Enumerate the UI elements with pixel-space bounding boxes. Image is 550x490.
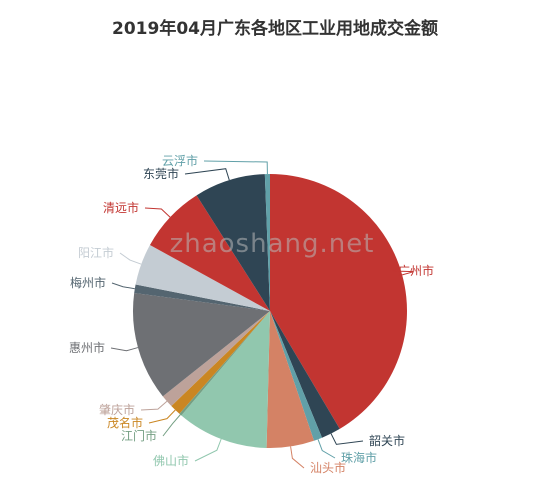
pie-slice-1[interactable] (270, 311, 340, 438)
pie-slice-13[interactable] (264, 174, 270, 311)
label-line-8 (110, 347, 139, 352)
pie-slice-9[interactable] (134, 284, 270, 311)
slice-label-10: 阳江市 (78, 245, 114, 260)
label-line-10 (119, 252, 142, 265)
pie-slice-4[interactable] (181, 311, 270, 448)
chart-title: 2019年04月广东各地区工业用地成交金额 (112, 19, 438, 39)
slice-label-2: 珠海市 (341, 450, 377, 465)
label-line-1 (330, 433, 364, 445)
pie-slice-2[interactable] (270, 311, 323, 441)
slice-label-9: 梅州市 (70, 275, 106, 290)
label-line-13 (203, 160, 268, 175)
slice-label-7: 肇庆市 (99, 402, 135, 417)
label-line-6 (148, 409, 176, 424)
slice-label-13: 云浮市 (162, 153, 198, 168)
slice-label-3: 汕头市 (310, 460, 346, 475)
pie-slice-11[interactable] (149, 195, 270, 311)
slice-label-11: 清远市 (103, 200, 139, 215)
slice-label-6: 茂名市 (107, 415, 143, 430)
slice-label-12: 东莞市 (143, 166, 179, 181)
label-line-7 (140, 400, 168, 411)
watermark: zhaoshang.net (170, 229, 375, 259)
label-line-12 (184, 168, 230, 181)
pie-slices (132, 174, 407, 448)
pie-slice-3[interactable] (266, 311, 314, 448)
label-line-0 (391, 270, 414, 276)
pie-slice-10[interactable] (135, 244, 270, 311)
slice-label-8: 惠州市 (69, 340, 105, 355)
pie-slice-7[interactable] (162, 311, 270, 407)
pie-slice-5[interactable] (179, 311, 270, 416)
label-line-11 (144, 207, 171, 218)
label-line-4 (194, 438, 222, 462)
pie-slice-8[interactable] (132, 292, 270, 397)
slice-label-4: 佛山市 (153, 453, 189, 468)
label-line-2 (317, 439, 336, 459)
pie-slice-12[interactable] (196, 174, 270, 311)
label-line-3 (290, 446, 305, 469)
slice-label-0: 广州市 (398, 263, 434, 278)
label-line-9 (111, 282, 135, 290)
slice-label-5: 江门市 (121, 428, 157, 443)
label-line-5 (162, 414, 181, 437)
slice-label-1: 韶关市 (369, 433, 405, 448)
pie-slice-6[interactable] (171, 311, 270, 414)
pie-slice-0[interactable] (270, 174, 407, 429)
